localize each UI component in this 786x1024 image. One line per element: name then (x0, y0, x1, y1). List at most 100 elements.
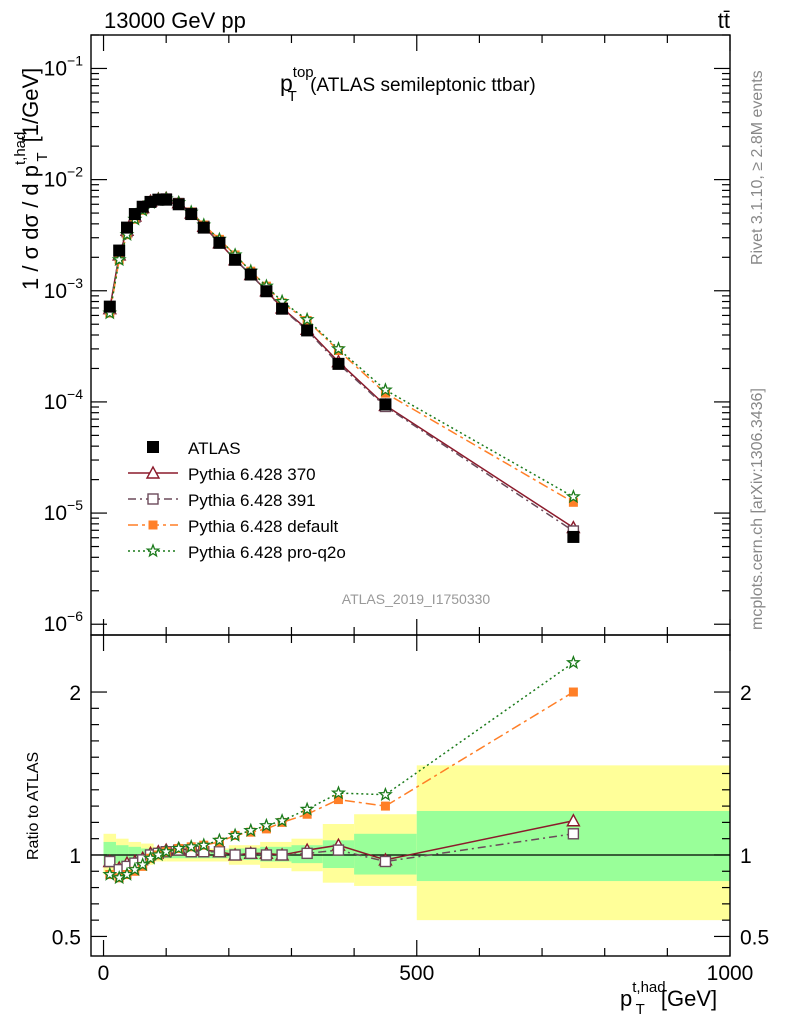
process-label: tt̄ (718, 8, 730, 33)
main-y-tick-label: 10−3 (44, 275, 84, 303)
p391-marker (260, 849, 273, 861)
atlas-marker (103, 300, 116, 313)
pdefault-marker (148, 520, 158, 530)
pq2o-marker (158, 843, 174, 859)
legend-label: ATLAS (188, 439, 241, 458)
pdefault-marker (302, 809, 312, 819)
p391-marker (276, 849, 288, 861)
main-y-tick-exponent: −6 (67, 608, 83, 624)
main-y-tick-exponent: −2 (67, 164, 83, 180)
pq2o-marker (143, 850, 158, 865)
atlas-marker (567, 530, 580, 543)
rivet-label: Rivet 3.1.10, ≥ 2.8M events (749, 70, 766, 265)
main-panel-frame (90, 34, 731, 636)
p391-marker (104, 855, 116, 868)
main-y-tick-label: 10−2 (44, 164, 84, 192)
pq2o-marker (565, 488, 581, 504)
atlas-marker (260, 285, 273, 298)
p391-marker (213, 846, 226, 858)
pq2o-marker (211, 832, 227, 847)
pq2o-marker (299, 311, 315, 327)
main-series-group (102, 190, 581, 543)
ratio-panel-frame (90, 634, 731, 957)
pdefault-marker (568, 497, 578, 507)
atlas-marker (229, 253, 242, 266)
p370-marker (566, 813, 581, 827)
main-y-tick-label: 10−6 (44, 608, 84, 636)
ratio-series-group (102, 654, 581, 885)
pq2o-marker (171, 840, 187, 855)
atlas-marker (113, 244, 126, 257)
atlas-marker (197, 221, 210, 234)
pq2o-marker (227, 827, 243, 842)
ratio-ylabel: Ratio to ATLAS (25, 752, 42, 860)
ratio-x-tick-label: 0 (98, 962, 110, 985)
pdefault-marker (568, 687, 578, 697)
ratio-x-tick-label: 1000 (707, 962, 754, 985)
pq2o-marker (299, 801, 315, 816)
legend: ATLAS Pythia 6.428 370 Pythia 6.428 391 Pyt… (128, 439, 346, 562)
main-x-axis (102, 35, 731, 635)
atlas-marker (213, 236, 226, 249)
pq2o-marker (565, 654, 581, 670)
ratio-y-tick-label-right: 2 (740, 682, 752, 705)
pq2o-marker (330, 785, 346, 800)
ratio-y-tick-label: 0.5 (52, 926, 81, 949)
atlas-marker (172, 198, 185, 211)
pq2o-marker (377, 382, 393, 397)
p391-marker (332, 844, 345, 856)
atlas-marker (379, 398, 392, 411)
energy-label: 13000 GeV pp (104, 8, 246, 33)
ratio-y-tick-label: 1 (69, 845, 81, 868)
legend-label: Pythia 6.428 370 (188, 465, 316, 484)
ratio-y-tick-label-right: 0.5 (740, 926, 769, 949)
main-title: ptop T (ATLAS semileptonic ttbar) (280, 64, 536, 105)
p391-marker (567, 828, 580, 840)
pq2o-marker (196, 837, 212, 852)
p391-marker (245, 847, 257, 860)
atlas-marker (301, 324, 314, 337)
pdefault-marker (380, 801, 390, 811)
legend-label: Pythia 6.428 pro-q2o (188, 543, 346, 562)
pq2o-marker (330, 341, 346, 356)
ratio-y-axis: 0.5 0.5 1 1 2 2 (52, 682, 769, 949)
atlas-marker (185, 208, 198, 221)
p391-marker (229, 849, 241, 861)
pq2o-marker (102, 866, 118, 881)
pq2o-marker (274, 812, 290, 828)
p370-marker (145, 465, 161, 479)
atlas-marker (147, 441, 159, 453)
pq2o-marker (111, 251, 127, 267)
ratio-x-axis: 0 500 1000 (98, 635, 754, 985)
atlas-marker (160, 193, 173, 206)
ratio-xlabel: pt,had T [GeV] (620, 979, 717, 1018)
main-y-tick-exponent: −5 (67, 497, 83, 513)
main-y-tick-label: 10−4 (44, 386, 84, 414)
main-y-tick-exponent: −4 (67, 386, 83, 402)
atlas-marker (121, 221, 134, 234)
pq2o-marker (145, 543, 161, 558)
atlas-marker (244, 268, 257, 281)
pq2o-marker (377, 786, 393, 801)
ratio-y-tick-label-right: 1 (740, 845, 752, 868)
ratio-band-inner (197, 850, 229, 859)
pq2o-marker (243, 822, 259, 837)
main-y-tick-label: 10−5 (44, 497, 84, 525)
pq2o-marker (150, 847, 166, 862)
p391-marker (379, 855, 392, 868)
legend-label: Pythia 6.428 391 (188, 491, 316, 510)
ratio-y-tick-label: 2 (69, 682, 81, 705)
main-y-tick-exponent: −3 (67, 275, 83, 291)
main-y-tick-exponent: −1 (67, 52, 83, 68)
pq2o-ratio-line (109, 662, 574, 879)
main-y-tick-label: 10−1 (44, 52, 84, 80)
ratio-x-tick-label: 500 (399, 962, 434, 985)
main-y-axis: 10−6 10−5 10−4 10−3 10−2 10−1 (44, 34, 730, 636)
atlas-marker (332, 357, 345, 370)
analysis-label: ATLAS_2019_I1750330 (342, 591, 491, 607)
pq2o-marker (183, 838, 199, 854)
atlas-marker (276, 302, 289, 315)
p391-marker (147, 493, 159, 505)
pq2o-marker (111, 869, 127, 885)
